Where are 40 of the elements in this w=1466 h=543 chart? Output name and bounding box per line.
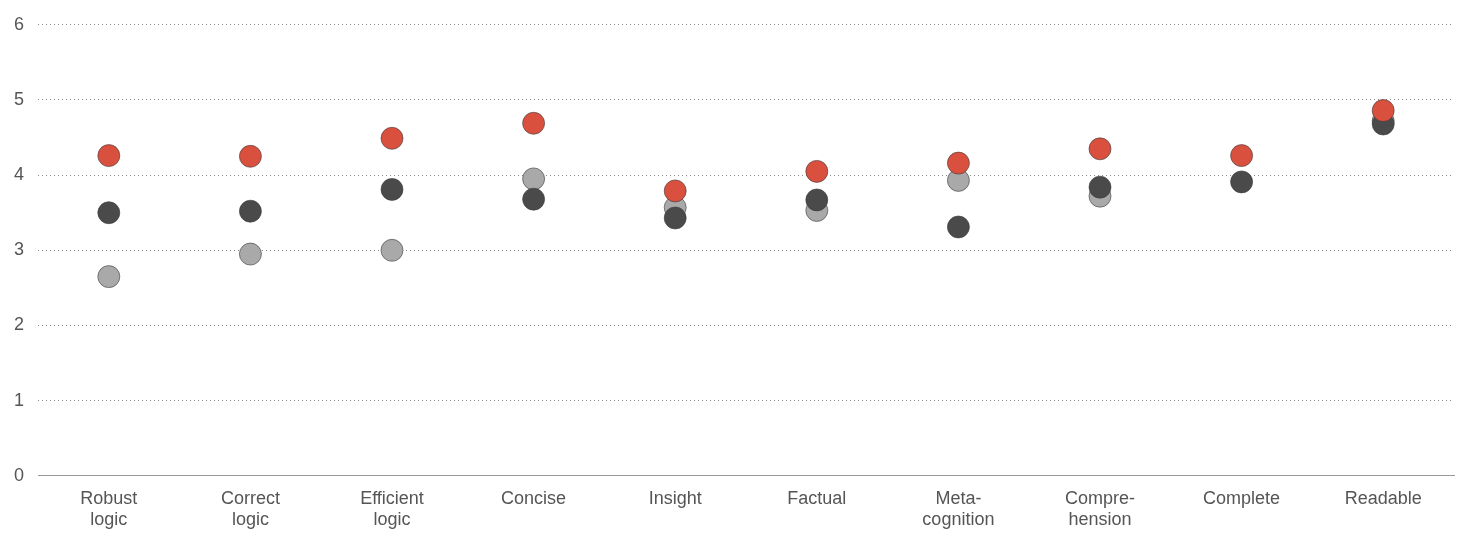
point (522, 187, 546, 211)
x-tick-label: Meta-cognition (922, 487, 995, 530)
y-tick-label: 5 (14, 88, 25, 109)
x-tick-label: Robust logic (80, 487, 138, 530)
point (805, 159, 829, 183)
point (380, 238, 404, 262)
point (663, 179, 687, 203)
y-tick-label: 2 (14, 314, 25, 335)
point (97, 201, 121, 225)
x-tick-label: Insight (648, 487, 702, 508)
point (663, 206, 687, 230)
point (238, 199, 262, 223)
x-tick-label: Efficient logic (360, 487, 424, 530)
y-tick-label: 4 (14, 164, 25, 185)
point (1230, 170, 1254, 194)
point (522, 167, 546, 191)
point (1088, 175, 1112, 199)
y-tick-label: 1 (14, 389, 25, 410)
x-tick-label: Correct logic (220, 487, 280, 530)
y-tick-label: 6 (14, 13, 25, 34)
x-tick-label: Factual (787, 487, 847, 508)
y-tick-label: 3 (14, 239, 25, 260)
point (805, 188, 829, 212)
point (946, 215, 970, 239)
x-tick-label: Compre-hension (1064, 487, 1136, 530)
point (1230, 144, 1254, 168)
point (238, 144, 262, 168)
point (1371, 98, 1395, 122)
point (946, 151, 970, 175)
point (522, 111, 546, 135)
x-tick-label: Complete (1203, 487, 1281, 508)
x-tick-label: Concise (501, 487, 567, 508)
point (97, 265, 121, 289)
x-tick-label: Readable (1344, 487, 1422, 508)
point (380, 177, 404, 201)
point (238, 242, 262, 266)
point (97, 144, 121, 168)
point (380, 126, 404, 150)
point (1088, 137, 1112, 161)
y-tick-label: 0 (14, 464, 25, 485)
